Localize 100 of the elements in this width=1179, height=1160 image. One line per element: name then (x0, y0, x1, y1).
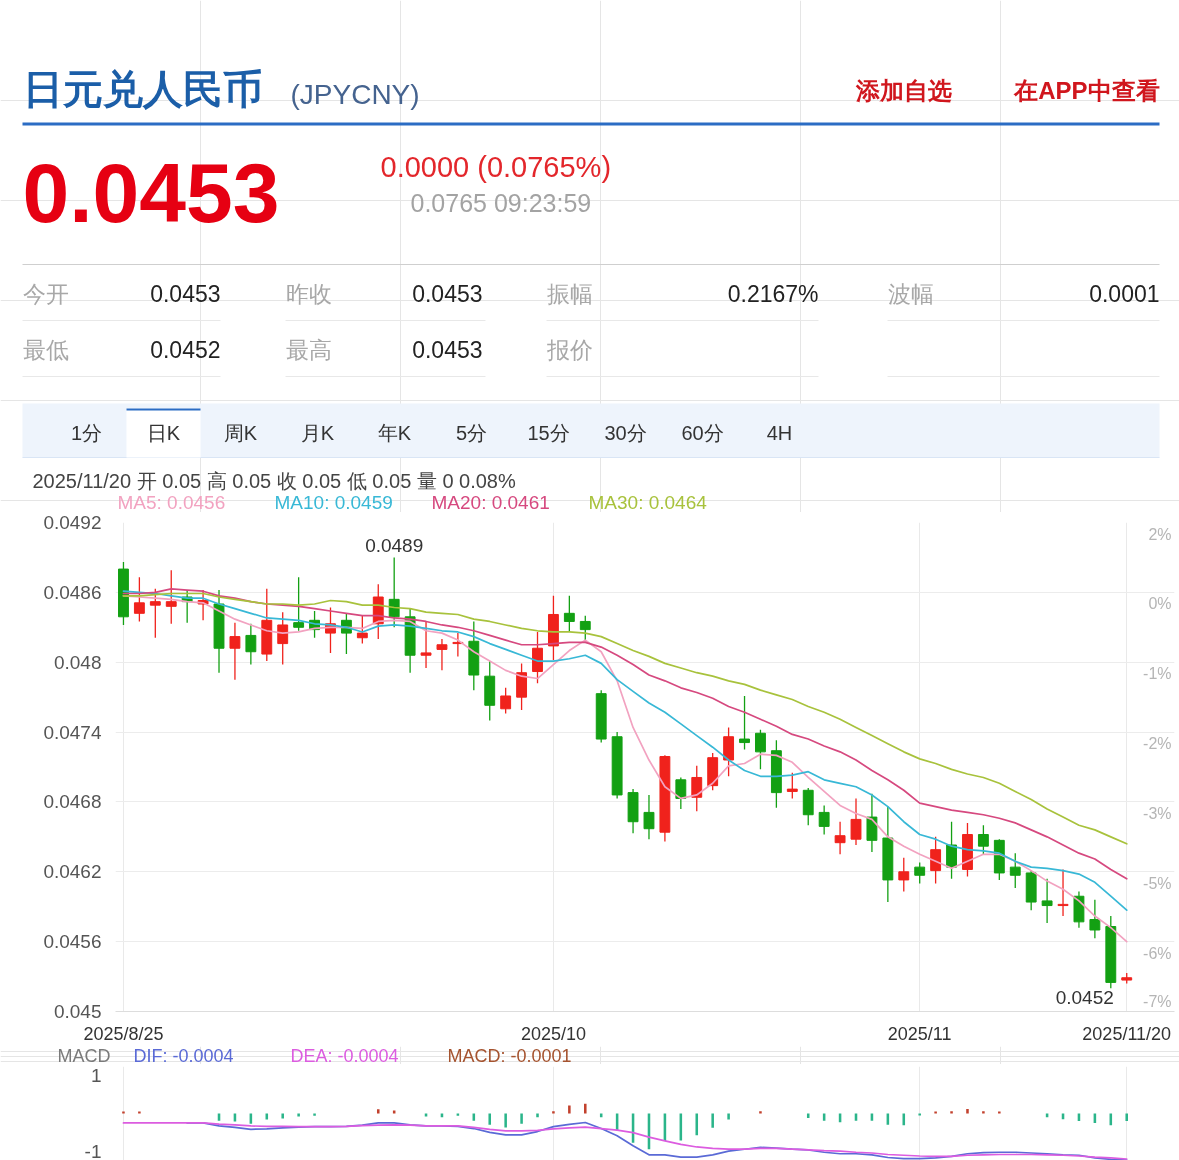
text: 今开 (22, 280, 69, 307)
text: 振幅 (546, 280, 593, 307)
candlestick (293, 576, 305, 632)
bar (950, 1111, 953, 1114)
text: 0.0453 (412, 281, 483, 307)
y-tick-label: 0.048 (53, 651, 102, 673)
candlestick (755, 729, 766, 770)
candlestick (436, 638, 448, 672)
candlestick (1089, 899, 1101, 939)
y-tick-label: 0.0468 (43, 791, 102, 813)
chart-title: MACD (57, 1045, 111, 1066)
text: -2% (1143, 735, 1172, 753)
text: -5% (1143, 874, 1172, 892)
candlestick (1041, 878, 1053, 924)
y-tick-label: 0.0486 (43, 581, 102, 603)
candlestick (229, 621, 241, 681)
bar (727, 1113, 730, 1120)
text: 在APP中查看 (1013, 77, 1160, 104)
y-tick-label: -1 (84, 1140, 102, 1160)
candlestick (133, 576, 145, 623)
text: 最低 (22, 336, 69, 363)
text: 0.2167% (727, 280, 819, 307)
bar (392, 1110, 396, 1114)
bar (695, 1113, 699, 1136)
candlestick (245, 623, 257, 666)
bar (313, 1113, 316, 1116)
text: 2% (1148, 525, 1172, 543)
text: 0.0453 (412, 337, 483, 363)
text: 4H (766, 421, 793, 444)
candlestick (1009, 852, 1021, 889)
text: 0.0453 (150, 281, 221, 307)
text: MA5: 0.0456 (117, 492, 226, 513)
candlestick (277, 611, 289, 666)
bar (759, 1111, 762, 1114)
candlestick (818, 804, 830, 836)
text: 15分 (527, 421, 570, 444)
x-tick-label: 2025/8/25 (83, 1023, 164, 1044)
text: MA30: 0.0464 (588, 492, 708, 513)
candlestick (165, 569, 177, 625)
text: 最高 (285, 336, 332, 363)
text: DEA: -0.0004 (290, 1045, 399, 1066)
bar (568, 1105, 571, 1114)
candlestick (149, 588, 161, 639)
candlestick (691, 765, 703, 812)
bar (806, 1113, 810, 1119)
text: 添加自选 (854, 77, 952, 104)
text: 0.0000 (0.0765%) (380, 150, 612, 183)
text: MA10: 0.0459 (274, 492, 393, 513)
text: -6% (1143, 944, 1172, 962)
text: 0.0765 09:23:59 (410, 188, 592, 217)
y-tick-label: 1 (90, 1065, 102, 1087)
candlestick (977, 824, 989, 855)
text: -3% (1143, 804, 1172, 822)
x-tick-label: 2025/10 (520, 1023, 586, 1044)
candlestick (946, 821, 957, 880)
y-tick-label: 0.0474 (43, 721, 102, 743)
text: 昨收 (285, 280, 332, 307)
text: 波幅 (887, 280, 934, 307)
y-tick-label: 0.0492 (43, 512, 102, 533)
text: -7% (1143, 992, 1172, 1010)
text: 0.0452 (150, 337, 221, 363)
x-tick-label: 2025/11/20 (1082, 1023, 1172, 1044)
candlestick (914, 861, 926, 885)
text: MACD: -0.0001 (447, 1045, 572, 1066)
candlestick (675, 776, 687, 810)
bar (966, 1108, 969, 1114)
text: 周K (223, 421, 258, 444)
x-tick-label: 2025/11 (887, 1023, 952, 1044)
candlestick (532, 631, 543, 684)
bar (1125, 1113, 1128, 1122)
candlestick (579, 614, 591, 641)
text: 60分 (681, 421, 724, 444)
bar (504, 1113, 507, 1128)
text: -1% (1143, 665, 1172, 683)
candlestick (723, 726, 735, 777)
candlestick (834, 821, 846, 855)
text: 报价 (545, 336, 593, 363)
candlestick (563, 595, 575, 633)
text: DIF: -0.0004 (133, 1045, 234, 1066)
bar (376, 1109, 380, 1114)
chart-subtitle: (JPYCNY) (290, 79, 420, 110)
text: 5分 (455, 421, 488, 444)
bar (552, 1111, 555, 1114)
candlestick (500, 687, 512, 715)
candlestick (739, 695, 750, 751)
bar (297, 1113, 300, 1117)
candlestick (1057, 868, 1069, 917)
annotation: 0.0489 (365, 535, 424, 557)
y-tick-label: 0.0456 (43, 931, 102, 953)
candlestick (930, 836, 942, 885)
text: 日K (146, 421, 181, 444)
candlestick (786, 772, 798, 800)
y-tick-label: 0.0462 (43, 861, 102, 883)
annotation: 0.0452 (1055, 987, 1114, 1009)
chart-title: 日元兑人民币 (22, 66, 263, 111)
text: 年K (377, 421, 412, 444)
text: 30分 (604, 421, 647, 444)
text: 0% (1148, 595, 1172, 613)
y-tick-label: 0.045 (53, 1001, 102, 1022)
bar (281, 1113, 284, 1119)
